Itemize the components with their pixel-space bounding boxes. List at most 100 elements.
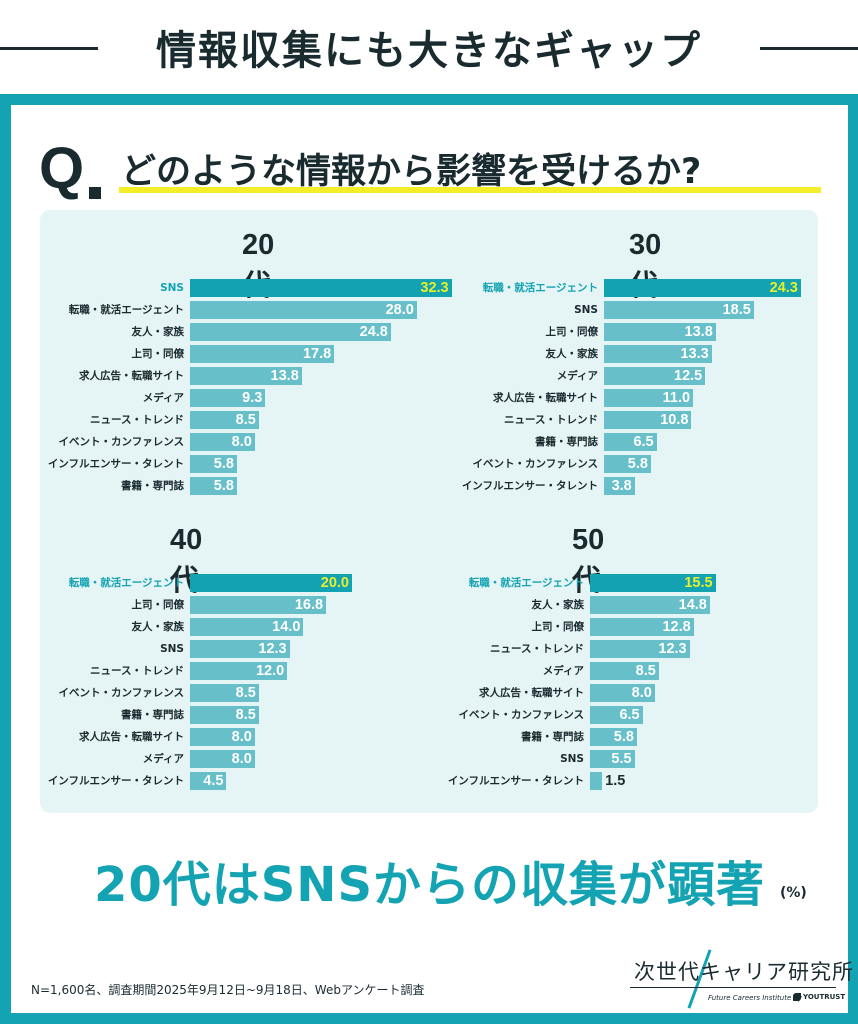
bar-category-label: 書籍・専門誌	[521, 731, 584, 743]
bar-category-label: メディア	[556, 370, 598, 382]
bar-value-label: 24.8	[359, 324, 388, 340]
bar-value-label: 32.3	[420, 280, 449, 296]
bar-category-label: 転職・就活エージェント	[68, 304, 184, 316]
bar-row: メディア 9.3	[143, 389, 266, 407]
bar-value-label: 17.8	[302, 346, 332, 362]
bar-category-label: イベント・カンファレンス	[58, 436, 184, 448]
bar-category-label: SNS	[160, 282, 184, 294]
bar: 5.5	[590, 750, 635, 768]
bar-row: 友人・家族 24.8	[132, 323, 391, 341]
content-area: Q どのような情報から影響を受けるか? 20代SNS32.3転職・就活エージェン…	[11, 105, 853, 1014]
bar-row: イベント・カンファレンス 8.0	[59, 433, 255, 451]
bar-row: 友人・家族 14.0	[132, 618, 304, 636]
bar-category-label: 転職・就活エージェント	[482, 282, 598, 294]
bar-value-label: 9.3	[242, 390, 263, 406]
bar-category-label: 上司・同僚	[131, 348, 185, 360]
bar-value-label: 18.5	[722, 302, 751, 318]
bar-value-label: 13.3	[680, 346, 709, 362]
bar: 14.0	[190, 618, 304, 636]
bar-value-label: 11.0	[662, 390, 691, 406]
bar-row: 転職・就活エージェント 24.3	[483, 279, 801, 297]
bar-value-label: 15.5	[684, 575, 713, 591]
bar: 24.8	[190, 323, 391, 341]
question-text: どのような情報から影響を受けるか?	[121, 152, 702, 192]
bar: 17.8	[190, 345, 335, 363]
bar: 32.3	[190, 279, 452, 297]
bar-category-label: 転職・就活エージェント	[468, 577, 584, 589]
bar-value-label: 10.8	[660, 412, 689, 428]
bar-category-label: SNS	[574, 304, 598, 316]
bar-category-label: 書籍・専門誌	[121, 709, 184, 721]
bar-row: 友人・家族 14.8	[532, 596, 710, 614]
bar-category-label: インフルエンサー・タレント	[47, 458, 184, 470]
bar-category-label: 友人・家族	[131, 621, 185, 633]
logo-tagline: Future Careers Institute by	[708, 994, 803, 1002]
bar-value-label: 13.8	[684, 324, 713, 340]
bar: 5.8	[604, 455, 651, 473]
bar: 20.0	[190, 574, 352, 592]
bar: 8.5	[590, 662, 659, 680]
bar-value-label: 8.5	[235, 685, 256, 701]
bar-row: 上司・同僚 13.8	[546, 323, 716, 341]
bar-category-label: SNS	[160, 643, 184, 655]
bar: 12.8	[590, 618, 694, 636]
page-header: 情報収集にも大きなギャップ	[0, 12, 858, 82]
bar: 8.0	[190, 433, 255, 451]
bar-category-label: 友人・家族	[545, 348, 599, 360]
bar-category-label: 友人・家族	[531, 599, 585, 611]
page-title: 情報収集にも大きなギャップ	[156, 28, 702, 74]
bar-value-label: 5.8	[213, 456, 234, 472]
question-highlight-underline	[119, 187, 821, 193]
bar: 9.3	[190, 389, 266, 407]
bar: 15.5	[590, 574, 716, 592]
bar-value-label: 16.8	[294, 597, 324, 613]
bar-category-label: 求人広告・転職サイト	[479, 687, 584, 699]
bar-row: 上司・同僚 16.8	[132, 596, 327, 614]
bar-category-label: SNS	[560, 753, 584, 765]
bar-row: 上司・同僚 12.8	[532, 618, 694, 636]
brand-logo: 次世代キャリア研究所 Future Careers Institute by Y…	[626, 949, 853, 1014]
bar	[590, 772, 603, 790]
bar-value-label: 8.0	[631, 685, 652, 701]
bar: 5.8	[190, 455, 237, 473]
bar-row: 転職・就活エージェント 15.5	[469, 574, 716, 592]
bar-category-label: インフルエンサー・タレント	[461, 480, 598, 492]
bar-category-label: 友人・家族	[131, 326, 185, 338]
bar-category-label: インフルエンサー・タレント	[47, 775, 184, 787]
bar-value-label: 12.0	[255, 663, 285, 679]
bar-category-label: 上司・同僚	[545, 326, 599, 338]
bar-row: ニュース・トレンド 10.8	[504, 411, 692, 429]
bar: 13.8	[190, 367, 302, 385]
bar-row: メディア 8.5	[543, 662, 659, 680]
content-frame: Q どのような情報から影響を受けるか? 20代SNS32.3転職・就活エージェン…	[0, 94, 858, 1024]
bar-value-label: 12.5	[674, 368, 703, 384]
bar-row: 書籍・専門誌 5.8	[521, 728, 637, 746]
bar-row: メディア 8.0	[143, 750, 255, 768]
bar-row: 求人広告・転職サイト 8.0	[479, 684, 655, 702]
bar-row: SNS 32.3	[160, 279, 452, 297]
bar-category-label: イベント・カンファレンス	[58, 687, 184, 699]
bar: 14.8	[590, 596, 710, 614]
bar: 28.0	[190, 301, 417, 319]
bar-value-label: 5.5	[611, 751, 632, 767]
bar-category-label: メディア	[142, 392, 184, 404]
bar-category-label: 上司・同僚	[531, 621, 585, 633]
bar: 18.5	[604, 301, 754, 319]
question-dot	[89, 187, 101, 199]
youtrust-icon	[793, 993, 801, 1001]
logo-name: 次世代キャリア研究所	[634, 960, 854, 984]
bar-category-label: ニュース・トレンド	[490, 643, 584, 655]
bar-value-label: 24.3	[769, 280, 798, 296]
bar: 12.5	[604, 367, 706, 385]
bar: 8.0	[190, 750, 255, 768]
bar: 6.5	[604, 433, 657, 451]
bar: 13.8	[604, 323, 716, 341]
bar-value-label: 13.8	[270, 368, 299, 384]
bar: 8.0	[590, 684, 655, 702]
bar-row: 書籍・専門誌 8.5	[121, 706, 259, 724]
logo-brand-text: YOUTRUST	[803, 993, 846, 1001]
bar-category-label: イベント・カンファレンス	[458, 709, 584, 721]
bar-category-label: イベント・カンファレンス	[472, 458, 598, 470]
bar-category-label: メディア	[142, 753, 184, 765]
bar-row: インフルエンサー・タレント 5.8	[48, 455, 237, 473]
